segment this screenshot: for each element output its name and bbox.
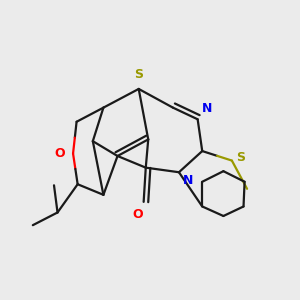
Text: N: N	[182, 174, 193, 187]
Text: S: S	[236, 151, 245, 164]
Text: O: O	[132, 208, 142, 221]
Text: N: N	[202, 102, 212, 115]
Text: O: O	[54, 147, 65, 160]
Text: S: S	[134, 68, 143, 81]
